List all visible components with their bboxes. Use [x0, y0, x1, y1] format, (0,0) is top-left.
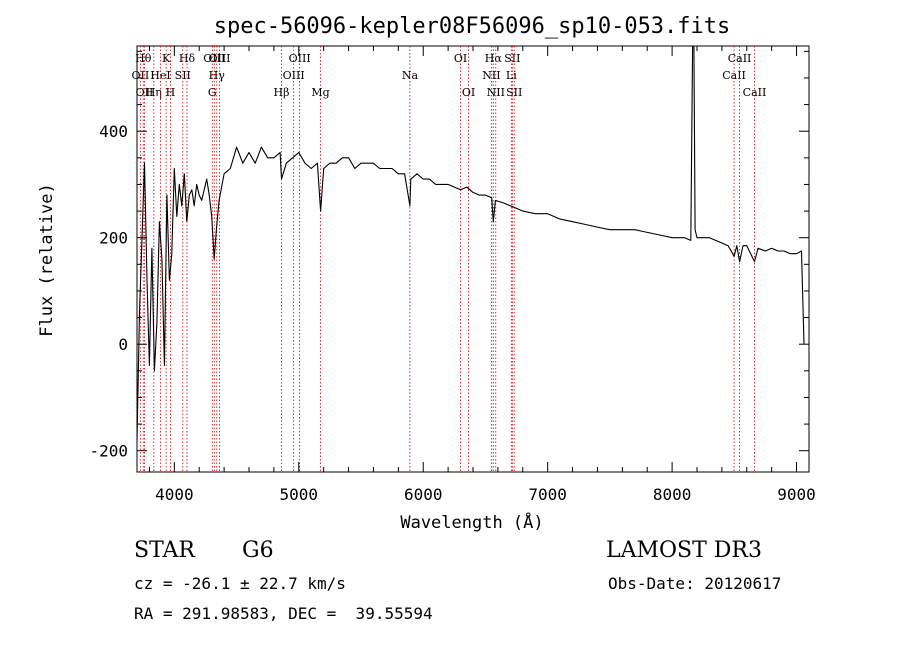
line-label: Hα: [485, 52, 503, 65]
y-tick-label: 400: [99, 122, 128, 141]
spectrum-line: [136, 45, 805, 441]
line-label: NII: [482, 69, 500, 82]
line-label: SII: [175, 69, 191, 82]
line-label: G: [208, 86, 217, 99]
line-label: Hθ: [135, 52, 152, 65]
coordinates: RA = 291.98583, DEC = 39.55594: [134, 604, 433, 623]
object-class: STAR: [134, 538, 195, 563]
line-label: OII: [132, 69, 150, 82]
x-tick-label: 4000: [155, 485, 194, 504]
line-label: OI: [462, 86, 475, 99]
x-tick-label: 7000: [528, 485, 567, 504]
spectrum-series: [136, 45, 805, 441]
y-axis-label: Flux (relative): [37, 183, 57, 337]
x-tick-label: 6000: [404, 485, 443, 504]
line-label: Hβ: [274, 86, 290, 99]
plot-border: [136, 45, 810, 473]
object-subclass: G6: [242, 538, 274, 563]
line-label: Hη: [146, 86, 162, 99]
line-label: CaII: [728, 52, 752, 65]
line-label: Mg: [311, 86, 329, 99]
line-label: Li: [506, 69, 517, 82]
chart-title: spec-56096-kepler08F56096_sp10-053.fits: [214, 14, 731, 39]
y-tick-label: -200: [89, 442, 128, 461]
line-label: NII: [487, 86, 505, 99]
line-label: CaII: [722, 69, 746, 82]
line-label: Hδ: [179, 52, 196, 65]
y-tick-label: 0: [118, 335, 128, 354]
line-label: OIII: [289, 52, 311, 65]
x-tick-label: 5000: [280, 485, 319, 504]
line-label: SII: [506, 86, 522, 99]
line-label: OI: [454, 52, 467, 65]
line-label: OIII: [283, 69, 305, 82]
line-label: OII: [136, 86, 154, 99]
observation-date: Obs-Date: 20120617: [608, 574, 782, 593]
line-label: Hγ: [209, 69, 226, 82]
line-label: H: [166, 86, 176, 99]
redshift-text: cz = -26.1 ± 22.7 km/s: [134, 574, 346, 593]
line-label: OIII: [208, 52, 230, 65]
line-label: CaII: [743, 86, 767, 99]
line-label: HeI: [150, 69, 170, 82]
line-label: OIII: [203, 52, 225, 65]
line-label: Na: [402, 69, 419, 82]
axis-ticks: 4000 5000 6000 7000 8000 9000 -200 0 200 400: [89, 46, 816, 504]
y-tick-label: 200: [99, 229, 128, 248]
plot-frame: [136, 45, 810, 473]
x-tick-label: 8000: [653, 485, 692, 504]
line-label: SII: [504, 52, 520, 65]
line-label: K: [162, 52, 171, 65]
x-tick-label: 9000: [777, 485, 816, 504]
x-axis-label: Wavelength (Å): [400, 511, 543, 533]
survey-name: LAMOST DR3: [606, 538, 762, 563]
